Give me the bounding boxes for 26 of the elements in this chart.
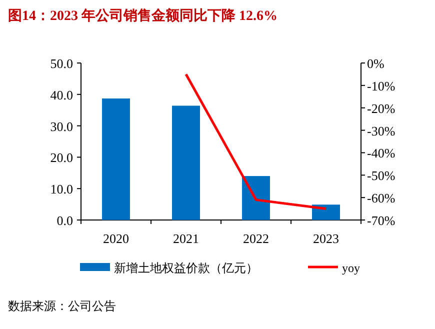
bar	[102, 98, 130, 220]
y2-tick-label: -40%	[367, 146, 396, 161]
x-tick-label: 2023	[313, 231, 339, 246]
y2-tick-label: -60%	[367, 190, 396, 206]
y2-tick-label: 0%	[367, 56, 384, 71]
y2-tick-label: -30%	[367, 123, 396, 138]
y-tick-label: 0.0	[56, 213, 73, 228]
y-tick-label: 50.0	[50, 56, 73, 71]
x-tick-label: 2021	[173, 231, 199, 246]
legend-label: 新增土地权益价款（亿元）	[114, 261, 258, 275]
x-tick-label: 2020	[103, 231, 129, 246]
chart-title: 图14：2023 年公司销售金额同比下降 12.6%	[8, 7, 278, 24]
y-tick-label: 20.0	[50, 150, 73, 166]
bar	[172, 106, 200, 220]
bar	[242, 176, 270, 220]
source-note: 数据来源：公司公告	[8, 299, 116, 313]
y2-tick-label: -70%	[367, 213, 396, 228]
y2-tick-label: -20%	[367, 100, 396, 116]
y-tick-label: 40.0	[50, 87, 73, 102]
y-tick-label: 30.0	[50, 118, 73, 134]
y2-tick-label: -10%	[367, 78, 396, 94]
legend-label: yoy	[342, 261, 360, 275]
y-tick-label: 10.0	[50, 182, 73, 197]
x-tick-label: 2022	[243, 231, 269, 246]
bar	[312, 204, 340, 220]
y2-tick-label: -50%	[367, 168, 396, 184]
